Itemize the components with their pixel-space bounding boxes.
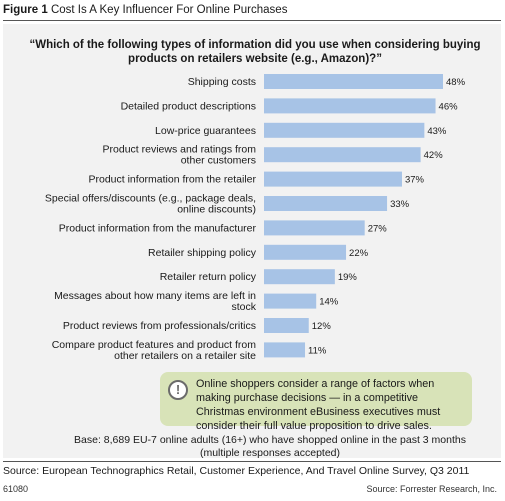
category-label: Product reviews and ratings from other cu…	[103, 144, 257, 167]
value-label: 37%	[405, 175, 425, 186]
figure-title: Figure 1 Cost Is A Key Influencer For On…	[3, 4, 287, 16]
value-label: 22%	[349, 248, 369, 259]
figure-title-text: Cost Is A Key Influencer For Online Purc…	[50, 4, 288, 16]
value-label: 42%	[424, 150, 444, 161]
value-label: 46%	[439, 101, 459, 112]
category-label: Retailer return policy	[160, 271, 257, 283]
figure-id: 61080	[3, 484, 29, 494]
category-label: Compare product features and product fro…	[52, 339, 257, 362]
bar	[264, 293, 317, 309]
base-note-line2: (multiple responses accepted)	[199, 447, 341, 459]
category-label: Shipping costs	[188, 76, 256, 88]
value-label: 27%	[368, 223, 388, 234]
bar	[264, 269, 335, 285]
category-label: Product information from the retailer	[89, 174, 257, 186]
credit-line: Source: Forrester Research, Inc.	[366, 484, 497, 494]
bar	[264, 318, 309, 333]
category-label: Product reviews from professionals/criti…	[63, 320, 256, 332]
exclamation-icon: !	[168, 380, 188, 400]
bar	[264, 122, 425, 138]
value-label: 43%	[427, 126, 447, 137]
bar	[264, 220, 365, 236]
value-label: 11%	[308, 345, 327, 356]
category-label: Retailer shipping policy	[148, 247, 257, 259]
value-label: 33%	[390, 199, 410, 210]
base-note: Base: 8,689 EU-7 online adults (16+) who…	[60, 434, 480, 460]
top-rule	[3, 20, 501, 21]
bar	[264, 74, 443, 89]
callout-text: Online shoppers consider a range of fact…	[196, 378, 441, 432]
category-label: Special offers/discounts (e.g., package …	[45, 193, 256, 216]
bar	[264, 147, 421, 163]
category-label: Product information from the manufacture…	[59, 222, 257, 234]
bottom-rule	[3, 461, 501, 462]
survey-question: “Which of the following types of informa…	[29, 39, 481, 65]
bar	[264, 196, 388, 211]
insight-callout: ! Online shoppers consider a range of fa…	[160, 372, 472, 432]
category-label: Messages about how many items are left i…	[54, 290, 257, 313]
bar	[264, 98, 436, 114]
source-line: Source: European Technographics Retail, …	[3, 465, 470, 477]
value-label: 12%	[312, 321, 332, 332]
figure-number: Figure 1	[3, 4, 48, 16]
value-label: 19%	[338, 272, 358, 283]
base-note-line1: Base: 8,689 EU-7 online adults (16+) who…	[74, 434, 466, 446]
value-label: 14%	[319, 297, 339, 308]
bar	[264, 171, 402, 187]
bar	[264, 244, 347, 260]
category-label: Low-price guarantees	[155, 125, 256, 137]
bar	[264, 342, 306, 358]
value-label: 48%	[446, 77, 466, 88]
category-label: Detailed product descriptions	[121, 100, 256, 112]
